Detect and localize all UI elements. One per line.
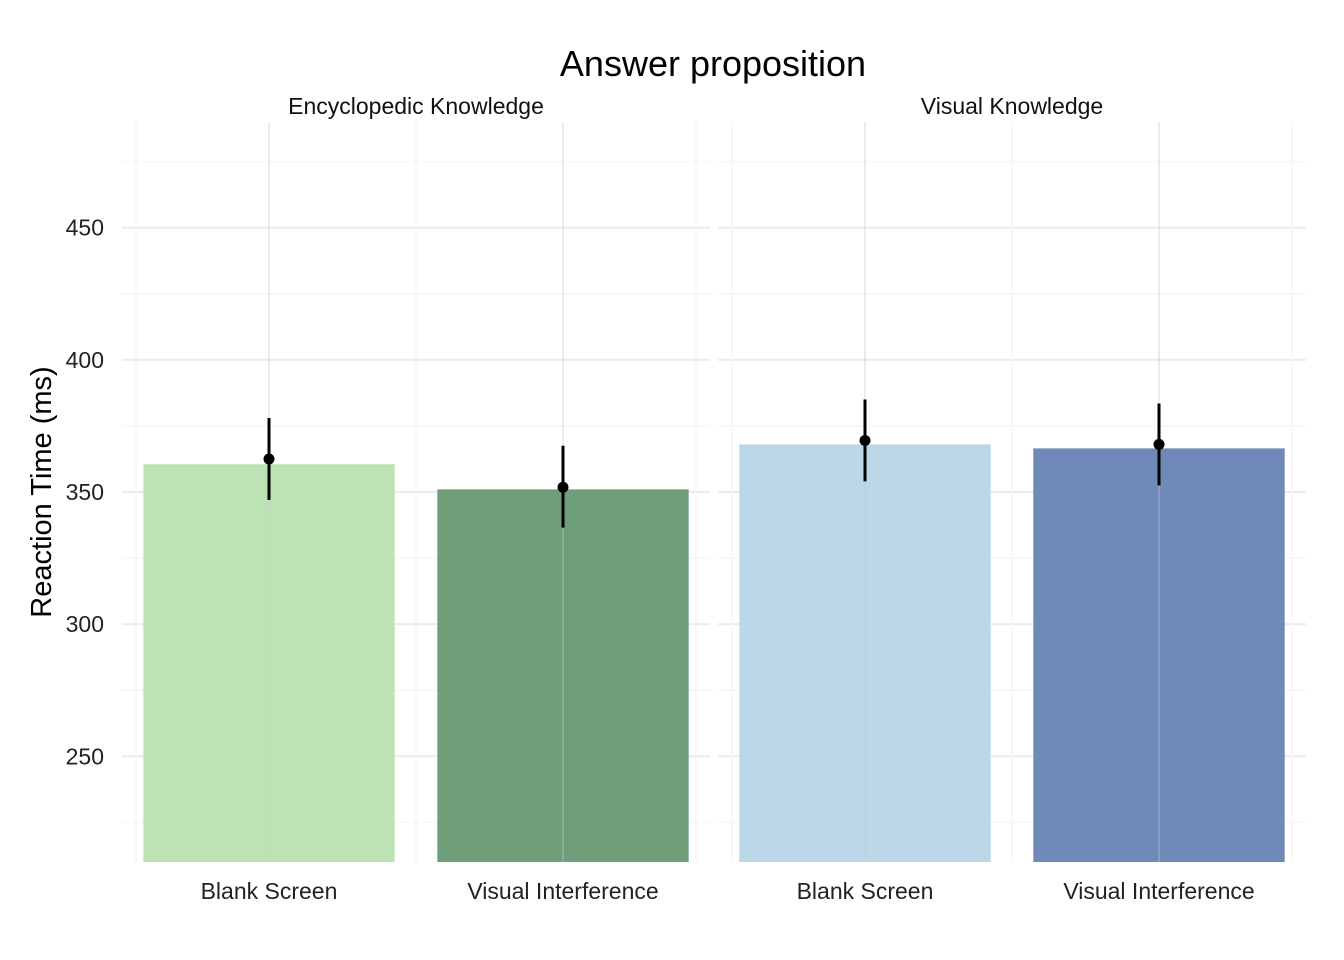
- y-tick-label: 250: [66, 743, 104, 769]
- bar: [437, 489, 689, 862]
- mean-point: [1153, 438, 1165, 450]
- y-tick-label: 450: [66, 215, 104, 241]
- chart-title: Answer proposition: [560, 43, 866, 84]
- x-tick-label: Blank Screen: [797, 878, 934, 904]
- mean-point: [263, 453, 275, 465]
- mean-point: [557, 481, 569, 493]
- mean-point: [859, 434, 871, 446]
- x-tick-label: Visual Interference: [1063, 878, 1254, 904]
- panel-strip-label: Encyclopedic Knowledge: [288, 93, 544, 119]
- panel-strip-label: Visual Knowledge: [921, 93, 1103, 119]
- x-tick-label: Visual Interference: [467, 878, 658, 904]
- bar: [143, 464, 395, 862]
- y-tick-label: 350: [66, 479, 104, 505]
- x-tick-label: Blank Screen: [201, 878, 338, 904]
- y-axis-label: Reaction Time (ms): [26, 366, 58, 617]
- bar: [1033, 448, 1285, 862]
- y-tick-label: 400: [66, 347, 104, 373]
- bar: [739, 444, 991, 862]
- y-tick-label: 300: [66, 611, 104, 637]
- plot-area: Encyclopedic Knowledge Blank Screen Visual…: [66, 93, 1306, 904]
